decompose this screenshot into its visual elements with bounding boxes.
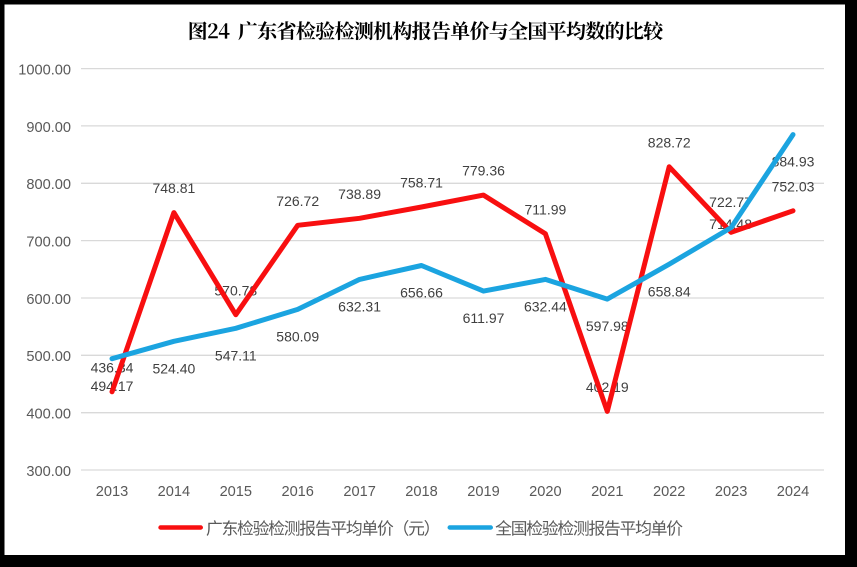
svg-text:828.72: 828.72 [648, 134, 691, 150]
svg-text:632.44: 632.44 [524, 299, 567, 315]
svg-text:2022: 2022 [653, 484, 685, 500]
svg-text:400.00: 400.00 [26, 407, 71, 423]
svg-text:738.89: 738.89 [338, 186, 381, 202]
svg-text:2016: 2016 [281, 484, 313, 500]
svg-text:711.99: 711.99 [525, 201, 567, 217]
svg-text:900.00: 900.00 [26, 120, 71, 136]
svg-text:2023: 2023 [715, 484, 747, 500]
svg-text:752.03: 752.03 [772, 178, 815, 194]
svg-text:2020: 2020 [529, 484, 561, 500]
svg-text:800.00: 800.00 [26, 177, 71, 193]
svg-text:500.00: 500.00 [26, 349, 71, 365]
svg-text:1000.00: 1000.00 [18, 62, 71, 78]
svg-text:2017: 2017 [343, 484, 375, 500]
svg-text:611.97: 611.97 [463, 310, 505, 326]
svg-text:748.81: 748.81 [152, 180, 195, 196]
svg-text:2019: 2019 [467, 484, 499, 500]
svg-text:884.93: 884.93 [772, 154, 815, 170]
svg-text:524.40: 524.40 [152, 360, 195, 376]
svg-text:726.72: 726.72 [276, 193, 319, 209]
svg-text:402.19: 402.19 [586, 379, 629, 395]
svg-text:547.11: 547.11 [215, 347, 257, 363]
svg-text:2018: 2018 [405, 484, 437, 500]
svg-text:580.09: 580.09 [276, 329, 319, 345]
svg-text:600.00: 600.00 [26, 292, 71, 308]
svg-text:436.34: 436.34 [91, 359, 134, 375]
svg-text:597.98: 597.98 [586, 318, 629, 334]
svg-text:2013: 2013 [96, 484, 128, 500]
svg-text:632.31: 632.31 [338, 299, 381, 315]
svg-text:2014: 2014 [158, 484, 190, 500]
svg-text:2024: 2024 [777, 484, 809, 500]
svg-text:2021: 2021 [591, 484, 623, 500]
svg-text:758.71: 758.71 [400, 175, 443, 191]
svg-text:656.66: 656.66 [400, 285, 443, 301]
svg-text:700.00: 700.00 [26, 235, 71, 251]
svg-text:300.00: 300.00 [26, 464, 71, 480]
svg-text:779.36: 779.36 [462, 163, 505, 179]
svg-text:2015: 2015 [220, 484, 252, 500]
svg-text:722.77: 722.77 [709, 194, 752, 210]
svg-text:658.84: 658.84 [648, 283, 691, 299]
